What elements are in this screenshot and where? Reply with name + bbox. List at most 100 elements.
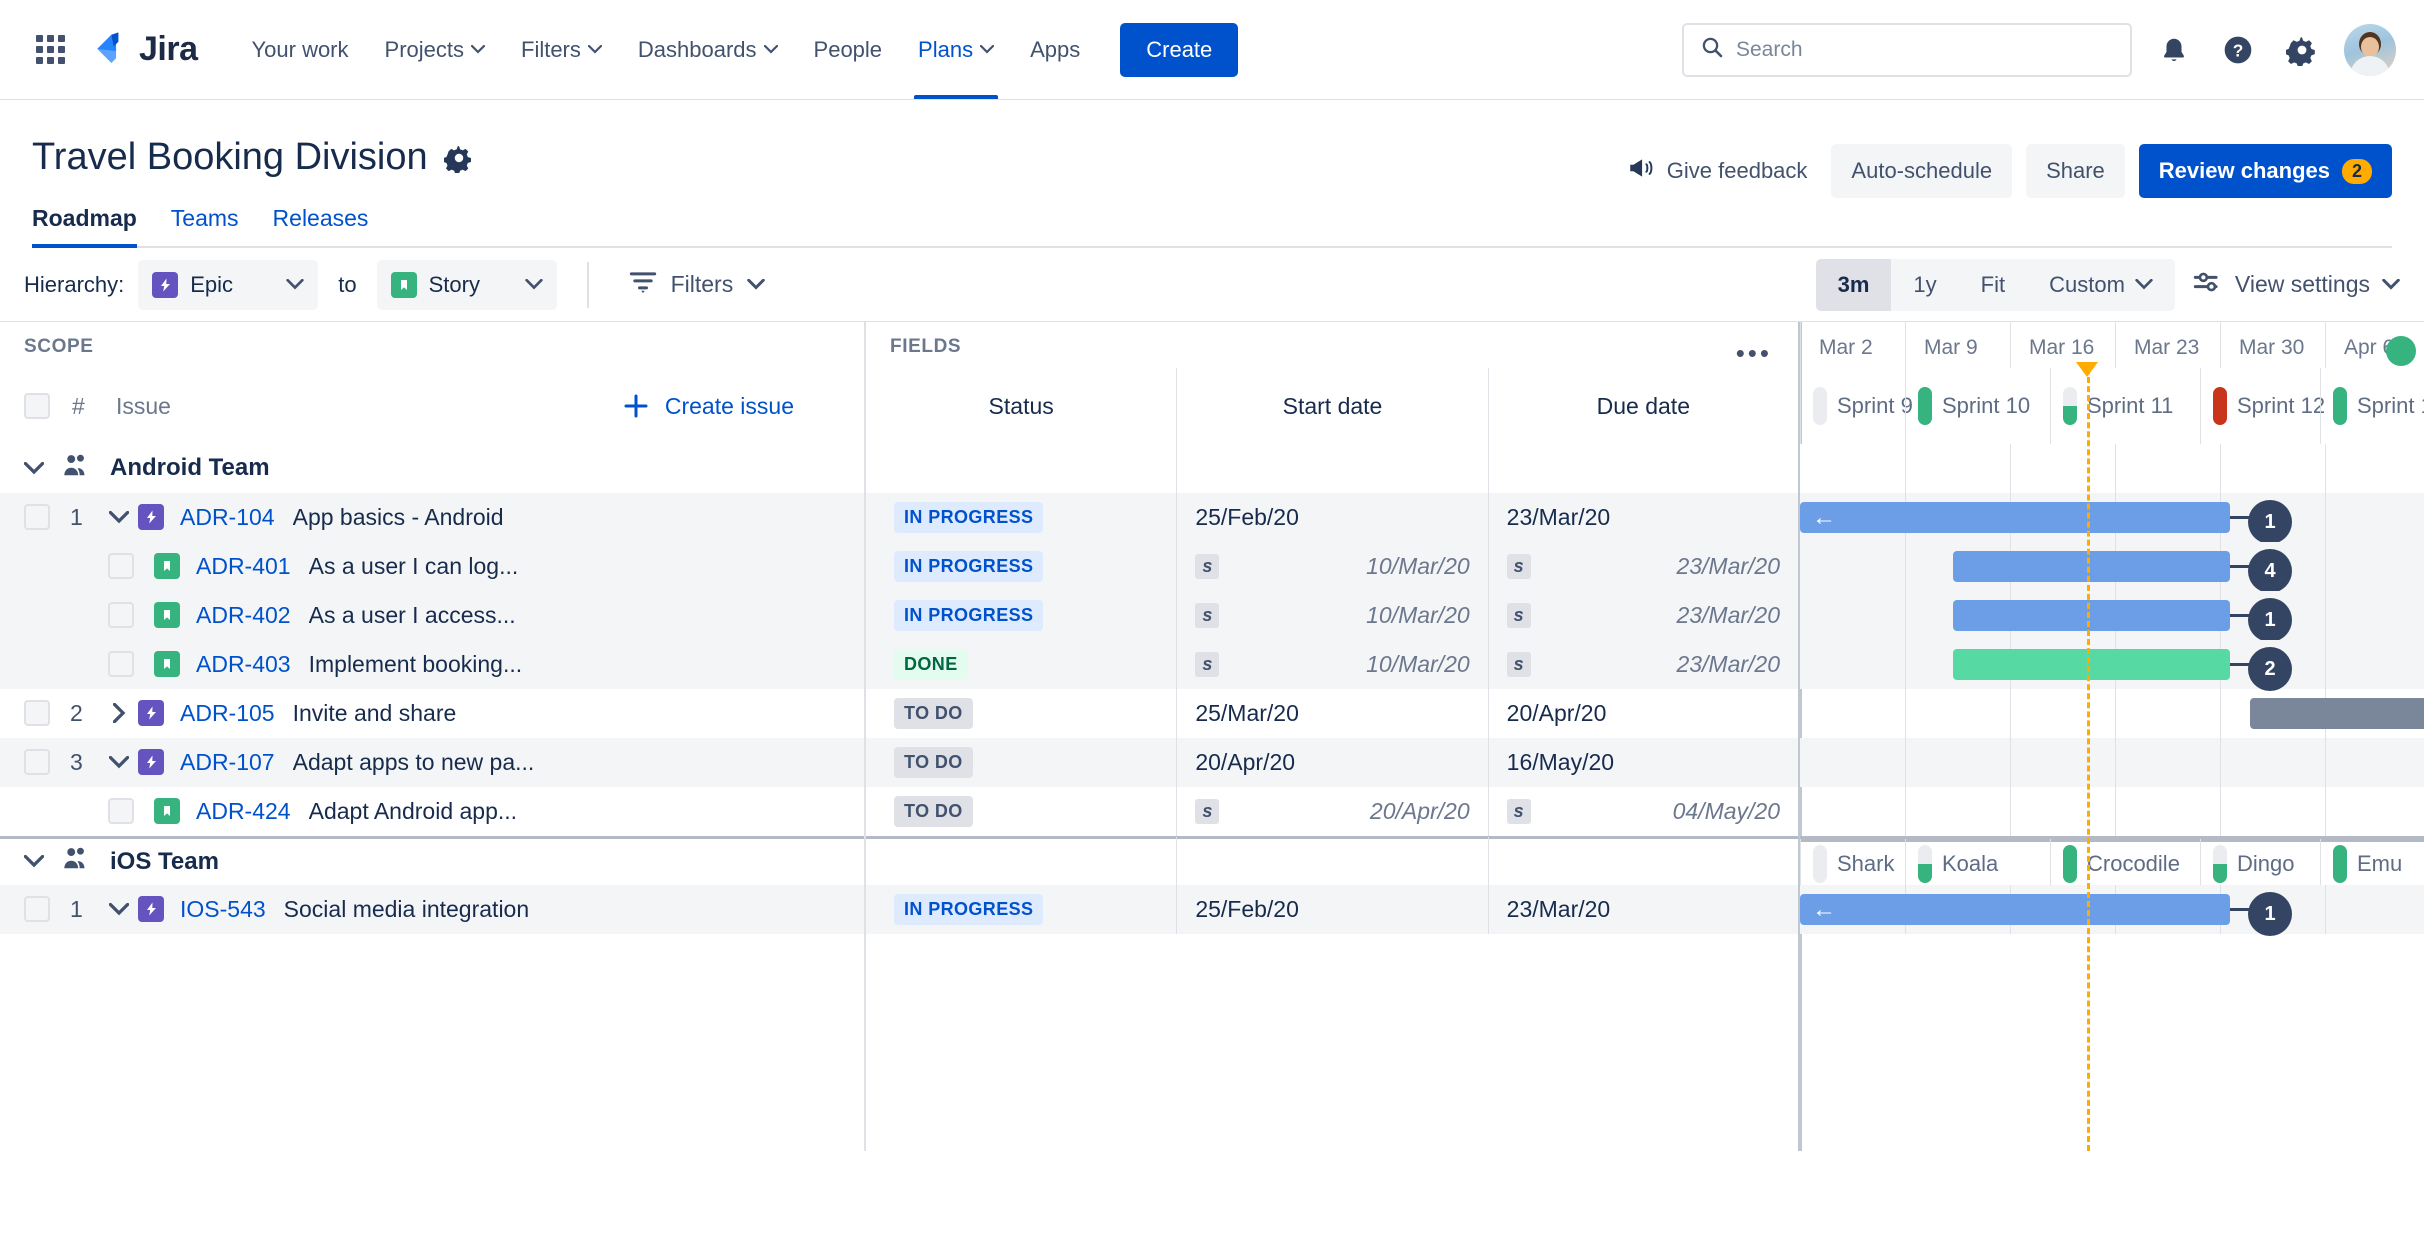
- scope-row[interactable]: 1 IOS-543 Social media integration: [0, 885, 864, 934]
- row-checkbox[interactable]: [108, 798, 134, 824]
- zoom-fit[interactable]: Fit: [1980, 271, 2006, 297]
- review-changes-button[interactable]: Review changes 2: [2138, 144, 2392, 198]
- dependency-badge[interactable]: 1: [2248, 892, 2292, 936]
- scope-row[interactable]: ADR-402 As a user I access...: [0, 591, 864, 640]
- scope-row[interactable]: ADR-403 Implement booking...: [0, 640, 864, 689]
- search-box[interactable]: [1682, 22, 2132, 77]
- gantt-bar[interactable]: ←: [1800, 502, 2230, 533]
- give-feedback-button[interactable]: Give feedback: [1617, 155, 1818, 187]
- cell-due-date[interactable]: 23/Mar/20: [1489, 493, 1798, 542]
- cell-start-date[interactable]: s 10/Mar/20: [1177, 639, 1489, 689]
- gantt-bar[interactable]: [1953, 551, 2230, 582]
- cell-status[interactable]: DONE: [866, 639, 1178, 689]
- nav-item-projects[interactable]: Projects: [367, 0, 503, 99]
- create-button[interactable]: Create: [1120, 22, 1239, 77]
- cell-due-date[interactable]: s 23/Mar/20: [1489, 591, 1798, 640]
- cell-start-date[interactable]: 25/Feb/20: [1177, 884, 1489, 934]
- row-checkbox[interactable]: [24, 896, 50, 922]
- cell-status[interactable]: IN PROGRESS: [866, 492, 1178, 542]
- notifications-icon[interactable]: [2152, 28, 2196, 72]
- cell-due-date[interactable]: s 23/Mar/20: [1489, 542, 1798, 591]
- release-dot[interactable]: [2386, 336, 2416, 366]
- nav-item-your-work[interactable]: Your work: [234, 0, 367, 99]
- plan-settings-gear-icon[interactable]: [443, 143, 474, 173]
- dependency-badge[interactable]: 2: [2248, 647, 2292, 691]
- dependency-badge[interactable]: 4: [2248, 549, 2292, 593]
- cell-status[interactable]: TO DO: [866, 786, 1178, 836]
- share-button[interactable]: Share: [2026, 144, 2125, 198]
- gantt-bar[interactable]: ←: [1800, 894, 2230, 925]
- sprint-pill[interactable]: Koala: [1905, 839, 2050, 888]
- issue-key[interactable]: ADR-402: [196, 601, 291, 628]
- row-checkbox[interactable]: [24, 700, 50, 726]
- cell-due-date[interactable]: s 04/May/20: [1489, 787, 1798, 836]
- nav-item-people[interactable]: People: [796, 0, 901, 99]
- team-group-row[interactable]: Android Team: [0, 444, 864, 493]
- tab-teams[interactable]: Teams: [170, 205, 239, 231]
- issue-key[interactable]: ADR-403: [196, 650, 291, 677]
- create-issue-button[interactable]: Create issue: [621, 391, 794, 421]
- sprint-pill[interactable]: Shark: [1800, 839, 1905, 888]
- cell-due-date[interactable]: 20/Apr/20: [1489, 689, 1798, 738]
- cell-due-date[interactable]: 16/May/20: [1489, 738, 1798, 787]
- issue-key[interactable]: ADR-105: [180, 699, 275, 726]
- row-expander-icon[interactable]: [100, 510, 138, 524]
- scope-row[interactable]: 2 ADR-105 Invite and share: [0, 689, 864, 738]
- zoom-3m[interactable]: 3m: [1815, 258, 1892, 311]
- select-all-checkbox[interactable]: [24, 393, 50, 419]
- sprint-pill[interactable]: Sprint 12: [2200, 368, 2325, 444]
- app-switcher-icon[interactable]: [28, 28, 72, 72]
- cell-start-date[interactable]: 25/Feb/20: [1177, 492, 1489, 542]
- sprint-pill[interactable]: Crocodile: [2050, 839, 2200, 888]
- row-checkbox[interactable]: [24, 504, 50, 530]
- scope-row[interactable]: ADR-424 Adapt Android app...: [0, 787, 864, 836]
- zoom-1y[interactable]: 1y: [1913, 271, 1937, 297]
- team-group-row[interactable]: iOS Team: [0, 836, 864, 885]
- group-expander-icon[interactable]: [24, 855, 44, 868]
- row-expander-icon[interactable]: [100, 902, 138, 916]
- cell-status[interactable]: TO DO: [866, 688, 1178, 738]
- cell-start-date[interactable]: 25/Mar/20: [1177, 688, 1489, 738]
- row-expander-icon[interactable]: [100, 703, 138, 723]
- tab-roadmap[interactable]: Roadmap: [32, 205, 137, 248]
- row-expander-icon[interactable]: [100, 755, 138, 769]
- issue-key[interactable]: IOS-543: [180, 895, 266, 922]
- gantt-bar[interactable]: [2250, 698, 2424, 729]
- gantt-bar[interactable]: [1953, 649, 2230, 680]
- nav-item-apps[interactable]: Apps: [1012, 0, 1098, 99]
- cell-start-date[interactable]: s 20/Apr/20: [1177, 786, 1489, 836]
- group-expander-icon[interactable]: [24, 461, 44, 475]
- dependency-badge[interactable]: 1: [2248, 500, 2292, 544]
- scope-row[interactable]: 3 ADR-107 Adapt apps to new pa...: [0, 738, 864, 787]
- sprint-pill[interactable]: Sprint 13: [2320, 368, 2424, 444]
- cell-status[interactable]: IN PROGRESS: [866, 884, 1178, 934]
- sprint-pill[interactable]: Emu: [2320, 839, 2424, 888]
- settings-icon[interactable]: [2280, 28, 2324, 72]
- cell-due-date[interactable]: s 23/Mar/20: [1489, 640, 1798, 689]
- dependency-badge[interactable]: 1: [2248, 598, 2292, 642]
- help-icon[interactable]: ?: [2216, 28, 2260, 72]
- row-checkbox[interactable]: [24, 749, 50, 775]
- nav-item-dashboards[interactable]: Dashboards: [620, 0, 796, 99]
- tab-releases[interactable]: Releases: [272, 205, 369, 231]
- row-checkbox[interactable]: [108, 651, 134, 677]
- jira-logo[interactable]: Jira: [90, 30, 198, 70]
- nav-item-plans[interactable]: Plans: [900, 0, 1012, 99]
- cell-start-date[interactable]: s 10/Mar/20: [1177, 541, 1489, 591]
- auto-schedule-button[interactable]: Auto-schedule: [1831, 144, 2013, 198]
- sprint-pill[interactable]: Sprint 11: [2050, 368, 2200, 444]
- issue-key[interactable]: ADR-424: [196, 797, 291, 824]
- search-input[interactable]: [1736, 37, 2114, 62]
- issue-key[interactable]: ADR-107: [180, 748, 275, 775]
- scope-row[interactable]: ADR-401 As a user I can log...: [0, 542, 864, 591]
- nav-item-filters[interactable]: Filters: [503, 0, 620, 99]
- cell-due-date[interactable]: 23/Mar/20: [1489, 885, 1798, 934]
- cell-start-date[interactable]: s 10/Mar/20: [1177, 590, 1489, 640]
- hierarchy-from-select[interactable]: Epic: [138, 259, 319, 310]
- fields-more-options-icon[interactable]: •••: [1735, 338, 1772, 368]
- avatar[interactable]: [2344, 23, 2396, 76]
- view-settings-button[interactable]: View settings: [2193, 270, 2400, 300]
- cell-status[interactable]: IN PROGRESS: [866, 590, 1178, 640]
- issue-key[interactable]: ADR-401: [196, 552, 291, 579]
- cell-status[interactable]: TO DO: [866, 737, 1178, 787]
